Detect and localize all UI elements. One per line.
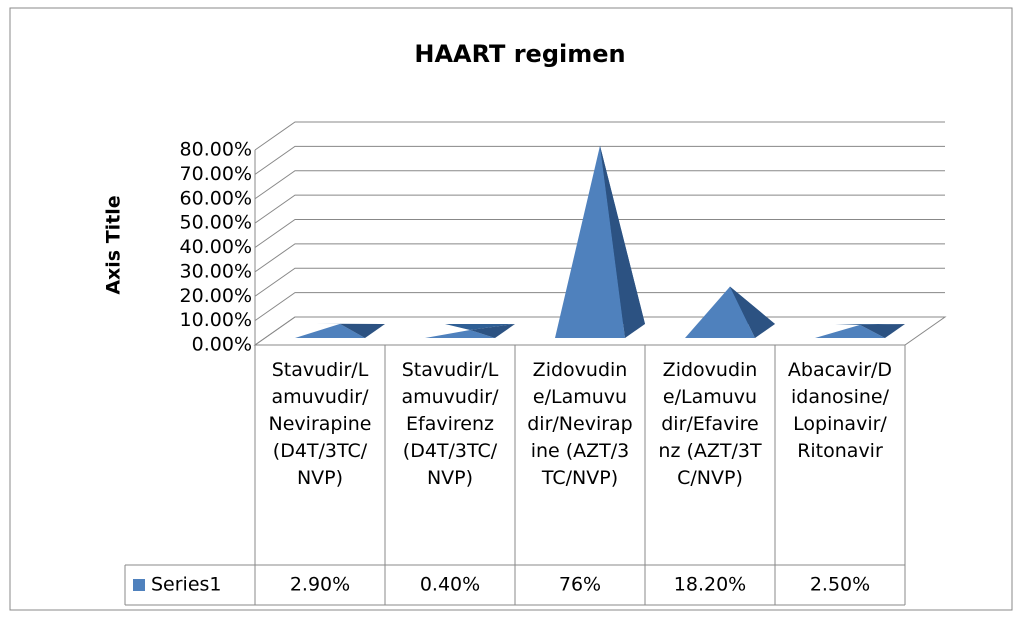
category-label: Zidovudine/Lamuvudir/Nevirapine (AZT/3TC… bbox=[527, 359, 633, 489]
y-tick-label: 70.00% bbox=[180, 163, 252, 185]
y-tick-label: 30.00% bbox=[180, 260, 252, 282]
y-tick-label: 20.00% bbox=[180, 285, 252, 307]
pyramid-face bbox=[600, 145, 645, 338]
legend-swatch bbox=[133, 579, 145, 591]
pyramid bbox=[555, 145, 645, 338]
y-tick-label: 10.00% bbox=[180, 309, 252, 331]
pyramid-face bbox=[555, 145, 625, 338]
value-label: 2.50% bbox=[810, 574, 870, 596]
y-tick-label: 0.00% bbox=[192, 334, 252, 356]
pyramid-face bbox=[340, 323, 385, 338]
grid-line bbox=[254, 145, 945, 175]
value-label: 76% bbox=[559, 574, 601, 596]
grid-line bbox=[254, 267, 945, 297]
pyramid-face bbox=[860, 324, 905, 338]
pyramid-face bbox=[815, 324, 885, 338]
pyramid-face bbox=[835, 324, 905, 325]
y-axis-title: Axis Title bbox=[103, 195, 125, 294]
pyramid-face bbox=[730, 286, 775, 338]
pyramid bbox=[815, 324, 905, 338]
y-tick-label: 40.00% bbox=[180, 236, 252, 258]
y-tick-label: 60.00% bbox=[180, 187, 252, 209]
pyramid bbox=[295, 323, 385, 338]
value-label: 18.20% bbox=[674, 574, 746, 596]
grid-line bbox=[254, 243, 945, 273]
chart-border bbox=[9, 7, 1013, 611]
grid-line bbox=[254, 121, 945, 151]
grid-line bbox=[254, 194, 945, 224]
y-tick-label: 50.00% bbox=[180, 212, 252, 234]
value-label: 0.40% bbox=[420, 574, 480, 596]
y-tick-label: 80.00% bbox=[180, 139, 252, 161]
pyramid-face bbox=[295, 323, 365, 338]
category-label: Zidovudine/Lamuvudir/Efavirenz (AZT/3TC/… bbox=[658, 359, 762, 489]
category-label: Stavudir/Lamuvudir/Nevirapine (D4T/3TC/N… bbox=[268, 359, 372, 489]
grid-line bbox=[254, 219, 945, 248]
category-label: Stavudir/Lamuvudir/Efavirenz (D4T/3TC/NV… bbox=[401, 359, 499, 489]
pyramid bbox=[685, 286, 775, 338]
pyramid-face bbox=[470, 324, 515, 338]
grid-line bbox=[254, 170, 945, 200]
pyramid bbox=[425, 324, 515, 338]
value-label: 2.90% bbox=[290, 574, 350, 596]
chart-title: HAART regimen bbox=[414, 40, 625, 68]
category-label: Abacavir/Didanosine/Lopinavir/Ritonavir bbox=[787, 359, 893, 462]
legend-label: Series1 bbox=[151, 574, 222, 596]
pyramid-face bbox=[685, 286, 755, 338]
pyramid-face bbox=[445, 324, 515, 331]
pyramid-face bbox=[425, 330, 495, 338]
